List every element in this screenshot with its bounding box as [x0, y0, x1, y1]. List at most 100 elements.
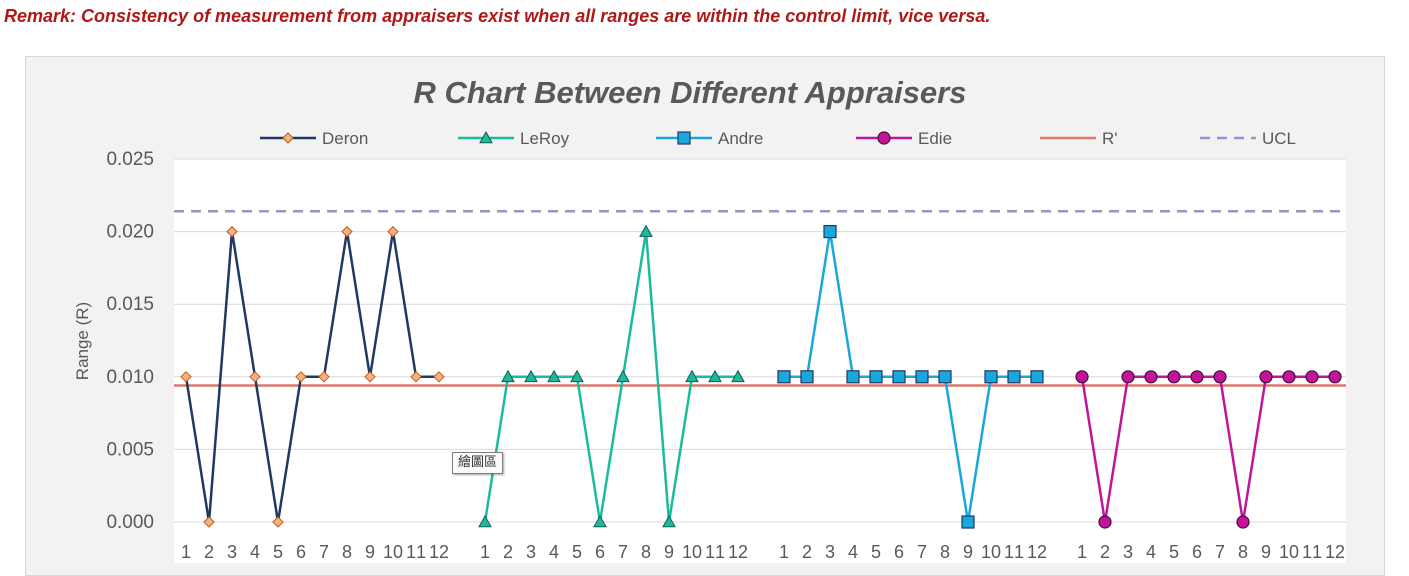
legend-item-r[interactable]: R': [1040, 129, 1118, 148]
data-point: [570, 369, 584, 383]
data-point: [1030, 370, 1044, 384]
x-tick-label: 1: [1077, 542, 1087, 562]
x-tick-label: 6: [595, 542, 605, 562]
x-tick-label: 10: [682, 542, 702, 562]
series-line: [184, 230, 439, 524]
data-point: [823, 225, 837, 239]
data-point: [433, 371, 445, 383]
plot-area[interactable]: [174, 159, 1346, 563]
x-tick-label: 11: [406, 542, 426, 562]
legend-label: R': [1102, 129, 1118, 148]
data-point: [685, 369, 699, 383]
legend-item-ucl[interactable]: UCL: [1200, 129, 1296, 148]
series-edie: [1075, 370, 1342, 529]
data-point: [662, 514, 676, 528]
data-point: [846, 370, 860, 384]
data-point: [249, 371, 261, 383]
x-tick-label: 4: [848, 542, 858, 562]
x-tick-label: 4: [250, 542, 260, 562]
x-tick-label: 12: [429, 542, 449, 562]
data-point: [501, 369, 515, 383]
legend-label: Deron: [322, 129, 368, 148]
data-point: [478, 514, 492, 528]
data-point: [1075, 370, 1089, 384]
x-tick-label: 2: [503, 542, 513, 562]
x-tick-label: 3: [1123, 542, 1133, 562]
data-point: [1328, 370, 1342, 384]
x-tick-label: 3: [526, 542, 536, 562]
x-tick-label: 8: [940, 542, 950, 562]
data-point: [593, 514, 607, 528]
x-tick-label: 7: [319, 542, 329, 562]
x-tick-label: 7: [1215, 542, 1225, 562]
data-point: [869, 370, 883, 384]
y-tick-label: 0.025: [106, 149, 154, 170]
data-point: [1259, 370, 1273, 384]
plot-area-tooltip: 繪圖區: [452, 452, 504, 474]
x-tick-label: 1: [181, 542, 191, 562]
data-point: [915, 370, 929, 384]
y-tick-label: 0.015: [106, 294, 154, 315]
chart-title: R Chart Between Different Appraisers: [414, 75, 967, 110]
x-tick-label: 1: [779, 542, 789, 562]
x-tick-label: 3: [227, 542, 237, 562]
data-point: [1098, 515, 1112, 529]
x-tick-label: 5: [871, 542, 881, 562]
y-tick-label: 0.020: [106, 222, 154, 243]
data-point: [203, 516, 215, 528]
x-tick-label: 4: [1146, 542, 1156, 562]
x-tick-label: 9: [365, 542, 375, 562]
x-tick-label: 6: [1192, 542, 1202, 562]
x-tick-label: 11: [1302, 542, 1322, 562]
x-tick-label: 5: [1169, 542, 1179, 562]
data-point: [1167, 370, 1181, 384]
data-point: [708, 369, 722, 383]
x-tick-label: 9: [1261, 542, 1271, 562]
reference-lines: [174, 210, 1346, 387]
x-tick-label: 9: [664, 542, 674, 562]
legend-marker: [877, 131, 891, 145]
x-tick-label: 12: [728, 542, 748, 562]
legend-item-edie[interactable]: Edie: [856, 129, 952, 148]
legend-item-leroy[interactable]: LeRoy: [458, 129, 570, 148]
x-tick-label: 10: [1279, 542, 1299, 562]
x-tick-label: 1: [480, 542, 490, 562]
y-tick-label: 0.000: [106, 512, 154, 533]
legend-label: Edie: [918, 129, 952, 148]
x-tick-label: 8: [342, 542, 352, 562]
x-tick-label: 9: [963, 542, 973, 562]
legend-item-deron[interactable]: Deron: [260, 129, 368, 148]
data-point: [1236, 515, 1250, 529]
data-point: [800, 370, 814, 384]
x-tick-label: 2: [802, 542, 812, 562]
data-point: [318, 371, 330, 383]
data-point: [364, 371, 376, 383]
y-axis-label: Range (R): [73, 302, 92, 380]
data-point: [524, 369, 538, 383]
data-point: [180, 371, 192, 383]
r-chart: R Chart Between Different Appraisers 0.0…: [73, 75, 1346, 563]
legend-label: Andre: [718, 129, 763, 148]
data-point: [1282, 370, 1296, 384]
data-point: [616, 369, 630, 383]
legend-item-andre[interactable]: Andre: [656, 129, 763, 148]
x-tick-label: 4: [549, 542, 559, 562]
data-point: [1007, 370, 1021, 384]
legend[interactable]: Deron LeRoy Andre Edie R' UCL: [260, 129, 1296, 148]
data-point: [387, 225, 399, 238]
data-point: [1121, 370, 1135, 384]
x-tick-label: 6: [894, 542, 904, 562]
x-tick-label: 8: [641, 542, 651, 562]
legend-marker: [479, 130, 493, 144]
data-point: [226, 225, 238, 238]
y-tick-labels: 0.000 0.005 0.010 0.015 0.020 0.025: [106, 149, 154, 533]
x-tick-label: 3: [825, 542, 835, 562]
data-point: [410, 371, 422, 383]
x-tick-label: 11: [1004, 542, 1024, 562]
x-tick-label: 8: [1238, 542, 1248, 562]
x-tick-labels: 1 2 3 4 5 6 7 8 9 10 11 12 1 2 3 4 5 6 7 8 9 10 11 12 1 2 3 4 5 6 7 8 9 1…: [181, 542, 1345, 562]
data-point: [272, 516, 284, 528]
y-tick-label: 0.010: [106, 367, 154, 388]
data-point: [547, 369, 561, 383]
x-tick-label: 10: [383, 542, 403, 562]
